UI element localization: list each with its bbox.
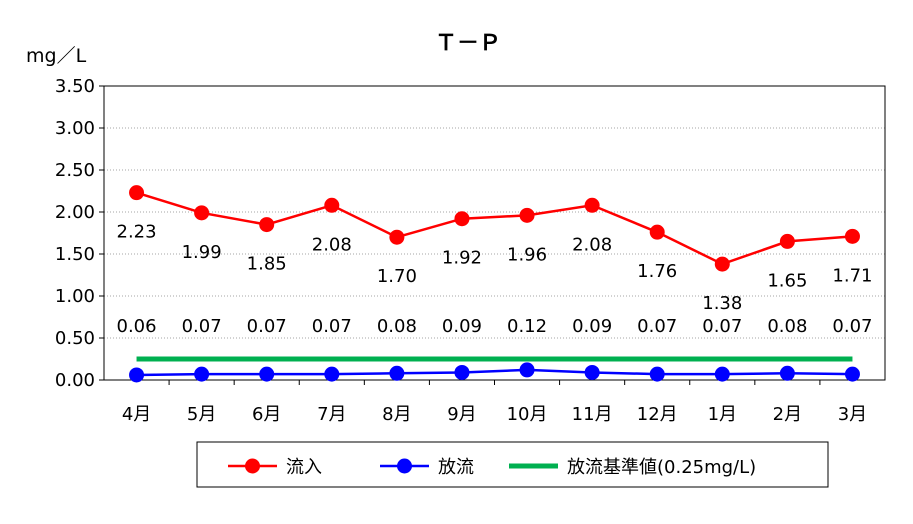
data-label-0: 1.76 <box>637 261 677 282</box>
data-label-0: 1.85 <box>247 254 287 275</box>
legend: 流入 放流 放流基準値(0.25mg/L) <box>196 441 829 488</box>
series-point-0 <box>844 228 860 244</box>
data-label-0: 2.23 <box>117 222 157 243</box>
series-point-0 <box>389 229 405 245</box>
series-point-1 <box>324 366 340 382</box>
legend-label-2: 放流基準値(0.25mg/L) <box>567 457 756 478</box>
data-label-1: 0.08 <box>767 316 807 337</box>
data-label-1: 0.07 <box>637 316 677 337</box>
x-tick-label: 5月 <box>187 404 216 425</box>
legend-marker-1 <box>397 458 412 474</box>
series-point-1 <box>779 365 795 381</box>
series-group <box>129 185 860 383</box>
series-point-0 <box>324 197 340 213</box>
series-point-1 <box>649 366 665 382</box>
y-tick-label: 2.00 <box>55 202 95 223</box>
data-label-0: 1.65 <box>767 270 807 291</box>
series-point-1 <box>259 366 275 382</box>
series-point-1 <box>519 362 535 378</box>
series-point-0 <box>779 233 795 249</box>
series-point-0 <box>714 256 730 272</box>
legend-marker-0 <box>245 458 260 474</box>
gridlines <box>104 127 885 339</box>
y-tick-label: 3.00 <box>55 118 95 139</box>
data-label-0: 1.99 <box>182 242 222 263</box>
series-point-0 <box>129 185 145 201</box>
y-tick-label: 1.00 <box>55 286 95 307</box>
y-tick-label: 2.50 <box>55 160 95 181</box>
legend-label-0: 流入 <box>286 457 322 478</box>
data-label-1: 0.12 <box>507 316 547 337</box>
series-line-1 <box>136 368 853 377</box>
y-tick-label: 0.50 <box>55 328 95 349</box>
x-tick-label: 8月 <box>382 404 411 425</box>
series-point-0 <box>454 211 470 227</box>
data-label-0: 1.70 <box>377 266 417 287</box>
data-label-1: 0.07 <box>312 316 352 337</box>
series-point-0 <box>649 224 665 240</box>
series-point-0 <box>194 205 210 221</box>
series-point-1 <box>584 364 600 380</box>
x-tick-label: 11月 <box>572 404 613 425</box>
y-tick-label: 3.50 <box>55 76 95 97</box>
data-label-1: 0.09 <box>572 316 612 337</box>
x-axis-ticks: 4月 5月 6月 7月 8月 9月 10月 11月 12月 1月 2月 3月 <box>122 380 867 425</box>
data-label-1: 0.06 <box>117 316 157 337</box>
y-tick-label: 0.00 <box>55 370 95 391</box>
x-tick-label: 6月 <box>252 404 281 425</box>
x-tick-label: 9月 <box>447 404 476 425</box>
x-tick-label: 10月 <box>507 404 548 425</box>
series-point-0 <box>519 207 535 223</box>
y-axis-unit: mg／L <box>26 45 87 67</box>
data-label-0: 2.08 <box>312 234 352 255</box>
data-label-0: 1.71 <box>832 265 872 286</box>
series-line-0 <box>136 191 853 266</box>
x-tick-label: 7月 <box>317 404 346 425</box>
x-tick-label: 2月 <box>773 404 802 425</box>
x-tick-label: 4月 <box>122 404 151 425</box>
x-tick-label: 1月 <box>708 404 737 425</box>
series-point-1 <box>844 366 860 382</box>
series-point-0 <box>259 217 275 233</box>
data-label-0: 1.38 <box>702 293 742 314</box>
chart-title: Ｔ－Ｐ <box>435 31 501 56</box>
data-labels: 0.06 0.07 0.07 0.07 0.08 0.09 0.12 0.09 0.07 0.07… <box>117 222 873 337</box>
data-label-1: 0.07 <box>182 316 222 337</box>
data-label-1: 0.08 <box>377 316 417 337</box>
legend-label-1: 放流 <box>438 457 474 478</box>
series-point-1 <box>454 364 470 380</box>
y-axis-ticks: 0.00 0.50 1.00 1.50 2.00 2.50 3.00 3.50 <box>55 76 104 391</box>
data-label-1: 0.09 <box>442 316 482 337</box>
data-label-1: 0.07 <box>247 316 287 337</box>
series-point-1 <box>389 365 405 381</box>
series-point-0 <box>584 197 600 213</box>
series-point-1 <box>714 366 730 382</box>
data-label-0: 1.92 <box>442 248 482 269</box>
data-label-0: 1.96 <box>507 244 547 265</box>
series-point-1 <box>194 366 210 382</box>
y-tick-label: 1.50 <box>55 244 95 265</box>
data-label-1: 0.07 <box>832 316 872 337</box>
x-tick-label: 12月 <box>637 404 678 425</box>
x-tick-label: 3月 <box>838 404 867 425</box>
series-point-1 <box>129 367 145 383</box>
data-label-0: 2.08 <box>572 234 612 255</box>
data-label-1: 0.07 <box>702 316 742 337</box>
